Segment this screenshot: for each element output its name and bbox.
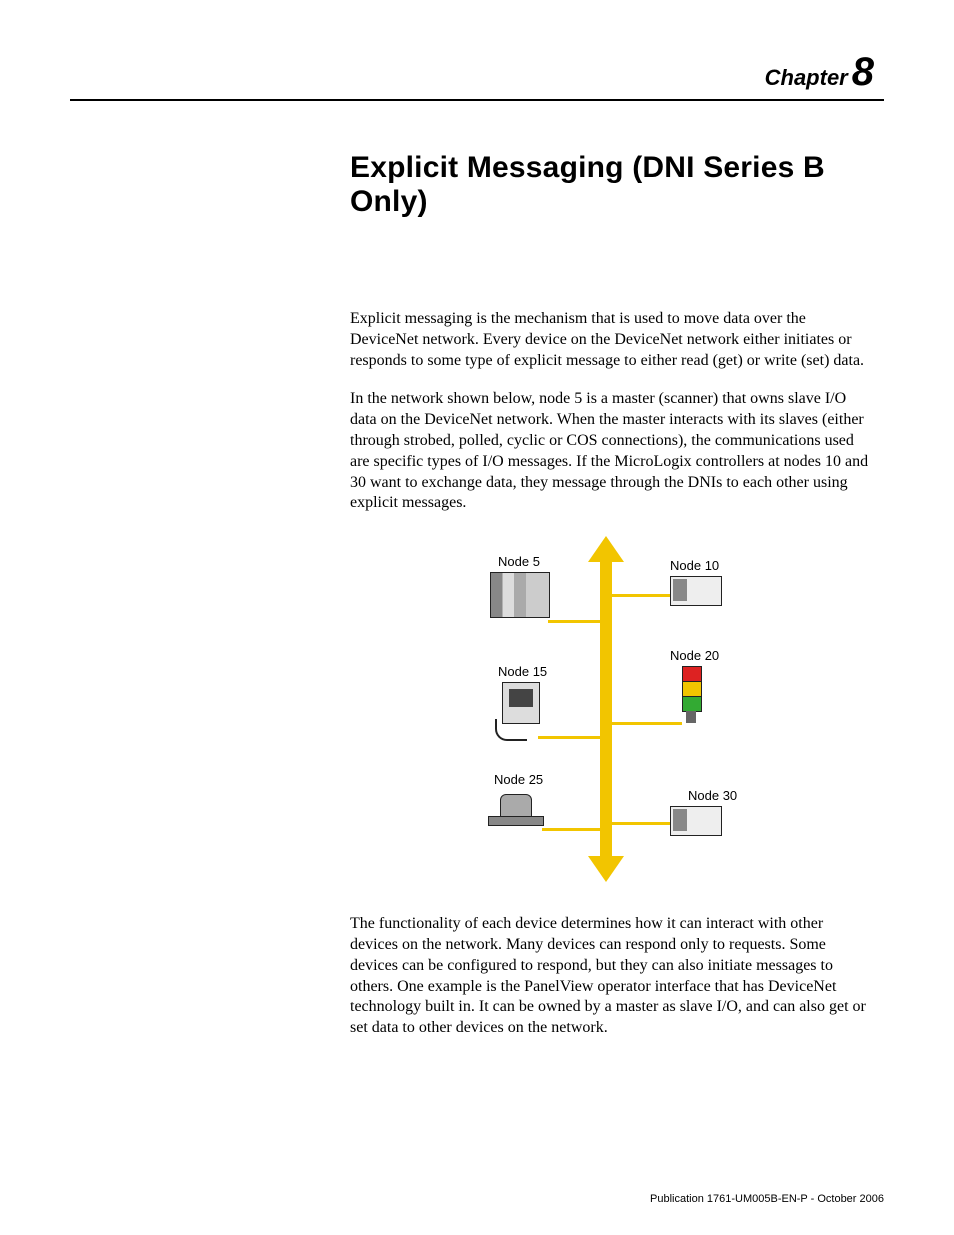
chapter-heading: Chapter8	[70, 50, 884, 95]
node20-label: Node 20	[670, 648, 719, 663]
branch-n10	[612, 594, 670, 597]
node5-device-icon	[490, 572, 550, 618]
page-title: Explicit Messaging (DNI Series B Only)	[350, 151, 884, 219]
node15-device-icon	[502, 682, 540, 724]
divider	[70, 99, 884, 101]
network-diagram: Node 5 Node 10 Node 15 Node 20 Node 25 N…	[460, 544, 790, 884]
node10-label: Node 10	[670, 558, 719, 573]
branch-n20	[612, 722, 682, 725]
node10-device-icon	[670, 576, 722, 606]
branch-n30	[612, 822, 670, 825]
chapter-number: 8	[852, 50, 874, 94]
branch-n25	[542, 828, 600, 831]
branch-n5	[548, 620, 600, 623]
paragraph-1: Explicit messaging is the mechanism that…	[350, 309, 870, 371]
node30-label: Node 30	[688, 788, 737, 803]
trunk-arrow-down	[588, 856, 624, 882]
paragraph-3: The functionality of each device determi…	[350, 914, 870, 1039]
branch-n15	[538, 736, 600, 739]
node25-device-icon	[488, 790, 542, 826]
node5-label: Node 5	[498, 554, 540, 569]
paragraph-2: In the network shown below, node 5 is a …	[350, 389, 870, 514]
node30-device-icon	[670, 806, 722, 836]
node20-device-icon	[682, 666, 700, 716]
node15-label: Node 15	[498, 664, 547, 679]
node25-label: Node 25	[494, 772, 543, 787]
trunk-line	[600, 556, 612, 862]
publication-footer: Publication 1761-UM005B-EN-P - October 2…	[650, 1193, 884, 1205]
chapter-label: Chapter	[765, 65, 848, 90]
